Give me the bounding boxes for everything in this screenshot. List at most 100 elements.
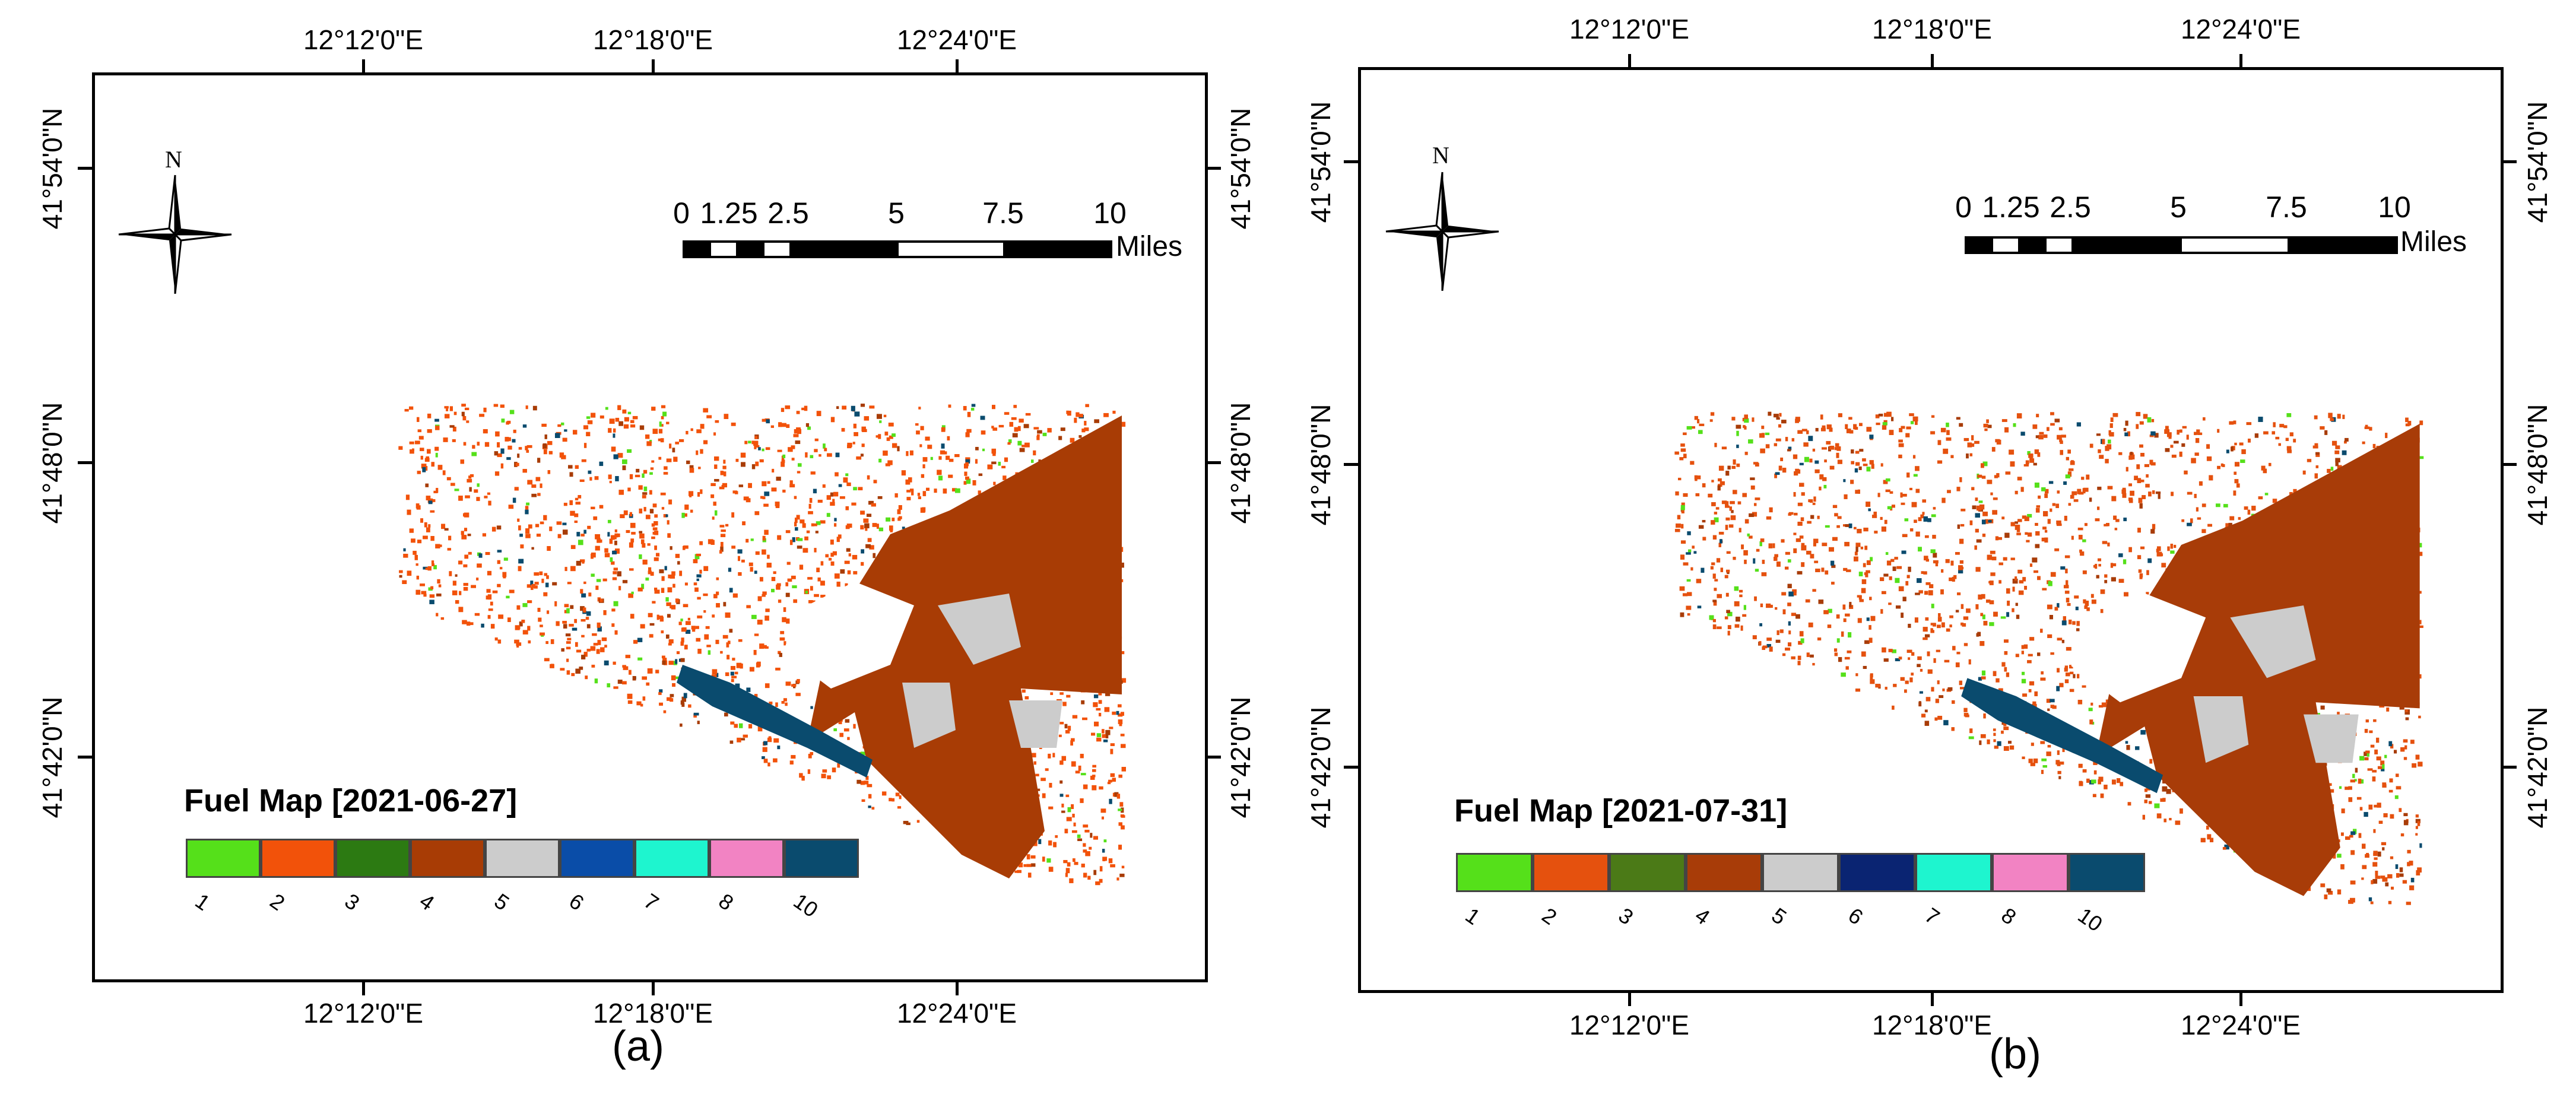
lat-tick xyxy=(1344,463,1358,466)
lat-tick xyxy=(78,167,92,170)
bottom-lon-label-1: 12°12'0"E xyxy=(1569,1010,1690,1040)
left-lat-label-2: 41°48'0"N xyxy=(37,402,68,524)
lon-tick xyxy=(1931,54,1934,68)
scale-label-2-5: 2.5 xyxy=(2050,191,2091,224)
lat-tick xyxy=(1344,766,1358,769)
lat-tick xyxy=(1207,461,1221,464)
lat-tick xyxy=(78,756,92,759)
scale-label-5: 5 xyxy=(888,196,905,230)
scale-label-1-25: 1.25 xyxy=(700,196,758,230)
scale-label-0: 0 xyxy=(1955,191,1972,224)
fuel-map-raster xyxy=(398,404,1127,886)
lon-tick xyxy=(2239,54,2242,68)
clearing xyxy=(2071,593,2206,703)
scale-segment xyxy=(709,240,738,258)
lon-tick xyxy=(1628,54,1631,68)
panel-caption: (b) xyxy=(1989,1030,2041,1078)
grey-patch xyxy=(902,683,956,748)
scale-segment xyxy=(1991,236,2020,254)
lat-tick xyxy=(2502,463,2517,466)
north-arrow-icon xyxy=(1385,172,1499,291)
left-lat-label-1: 41°54'0"N xyxy=(1305,101,1336,223)
scale-unit: Miles xyxy=(1116,231,1183,262)
scale-segment xyxy=(2071,236,2182,254)
scale-label-10: 10 xyxy=(1093,196,1127,230)
bottom-lon-label-1: 12°12'0"E xyxy=(303,998,424,1029)
right-lat-label-3: 41°42'0"N xyxy=(2522,706,2553,829)
grey-patch xyxy=(1009,700,1062,748)
legend-title: Fuel Map [2021-06-27] xyxy=(184,783,518,819)
bottom-lon-label-3: 12°24'0"E xyxy=(2180,1010,2301,1040)
lon-tick xyxy=(362,981,365,995)
map-panel-a: 12°12'0"E 12°18'0"E 12°24'0"E 12°12'0"E … xyxy=(37,24,1256,1070)
scale-segment xyxy=(762,240,792,258)
scale-label-0: 0 xyxy=(673,196,690,230)
legend-swatch-class-2 xyxy=(261,839,335,878)
lon-tick xyxy=(956,59,959,74)
top-lon-label-3: 12°24'0"E xyxy=(896,24,1017,55)
clearing xyxy=(783,582,914,689)
coastal-strip xyxy=(1961,678,2163,794)
coastal-strip xyxy=(677,665,873,778)
left-lat-label-2: 41°48'0"N xyxy=(1305,404,1336,526)
top-lon-label-2: 12°18'0"E xyxy=(1871,14,1993,45)
lon-tick xyxy=(652,59,655,74)
north-arrow-icon xyxy=(118,175,232,294)
legend-swatch-class-7 xyxy=(635,839,709,878)
scale-segment xyxy=(789,240,899,258)
scale-segment xyxy=(2180,236,2290,254)
legend-swatch-class-5 xyxy=(1762,853,1839,892)
north-label: N xyxy=(1432,142,1449,169)
left-lat-label-3: 41°42'0"N xyxy=(1305,706,1336,829)
legend-swatch-class-5 xyxy=(485,839,560,878)
right-lat-label-2: 41°48'0"N xyxy=(2522,404,2553,526)
lat-tick xyxy=(1344,160,1358,163)
legend-swatch-class-7 xyxy=(1915,853,1992,892)
lon-tick xyxy=(652,981,655,995)
scale-segment xyxy=(2018,236,2047,254)
legend-swatch-class-8 xyxy=(1992,853,2069,892)
lon-tick xyxy=(1628,992,1631,1006)
legend-swatch-class-10 xyxy=(784,839,859,878)
lat-tick xyxy=(2502,766,2517,769)
fuel-map-raster xyxy=(1674,411,2424,905)
lat-tick xyxy=(78,461,92,464)
legend-title: Fuel Map [2021-07-31] xyxy=(1454,793,1788,829)
legend-swatch-class-8 xyxy=(709,839,784,878)
legend-swatch-class-3 xyxy=(1609,853,1686,892)
scale-label-5: 5 xyxy=(2170,191,2187,224)
lon-tick xyxy=(956,981,959,995)
scale-segment xyxy=(1965,236,1993,254)
bottom-lon-label-2: 12°18'0"E xyxy=(592,998,713,1029)
scale-segment xyxy=(2044,236,2074,254)
top-lon-label-1: 12°12'0"E xyxy=(303,24,424,55)
scale-label-7-5: 7.5 xyxy=(2266,191,2307,224)
top-lon-label-3: 12°24'0"E xyxy=(2180,14,2301,45)
scale-label-10: 10 xyxy=(2378,191,2411,224)
right-lat-label-3: 41°42'0"N xyxy=(1225,696,1256,819)
lon-tick xyxy=(362,59,365,74)
right-lat-label-2: 41°48'0"N xyxy=(1225,402,1256,524)
scale-unit: Miles xyxy=(2400,226,2467,258)
legend-swatch-class-10 xyxy=(2069,853,2145,892)
legend-swatch-class-4 xyxy=(410,839,485,878)
grey-patch xyxy=(2230,605,2316,678)
left-lat-label-3: 41°42'0"N xyxy=(37,696,68,819)
bottom-lon-label-3: 12°24'0"E xyxy=(896,998,1017,1029)
grey-patch xyxy=(2304,714,2359,763)
legend-swatch-class-3 xyxy=(335,839,410,878)
legend-swatch-class-6 xyxy=(1839,853,1915,892)
legend-swatch-class-2 xyxy=(1533,853,1609,892)
grey-patch xyxy=(938,594,1021,665)
scale-label-7-5: 7.5 xyxy=(982,196,1024,230)
lat-tick xyxy=(1207,167,1221,170)
top-lon-label-2: 12°18'0"E xyxy=(592,24,713,55)
lon-tick xyxy=(1931,992,1934,1006)
scale-segment xyxy=(683,240,711,258)
legend-swatch-class-1 xyxy=(186,839,261,878)
map-panel-b: 12°12'0"E 12°18'0"E 12°24'0"E 12°12'0"E … xyxy=(1288,0,2576,1104)
bottom-lon-label-2: 12°18'0"E xyxy=(1871,1010,1993,1040)
legend-swatch-class-4 xyxy=(1686,853,1762,892)
panel-caption: (a) xyxy=(612,1023,664,1070)
scale-label-2-5: 2.5 xyxy=(767,196,809,230)
